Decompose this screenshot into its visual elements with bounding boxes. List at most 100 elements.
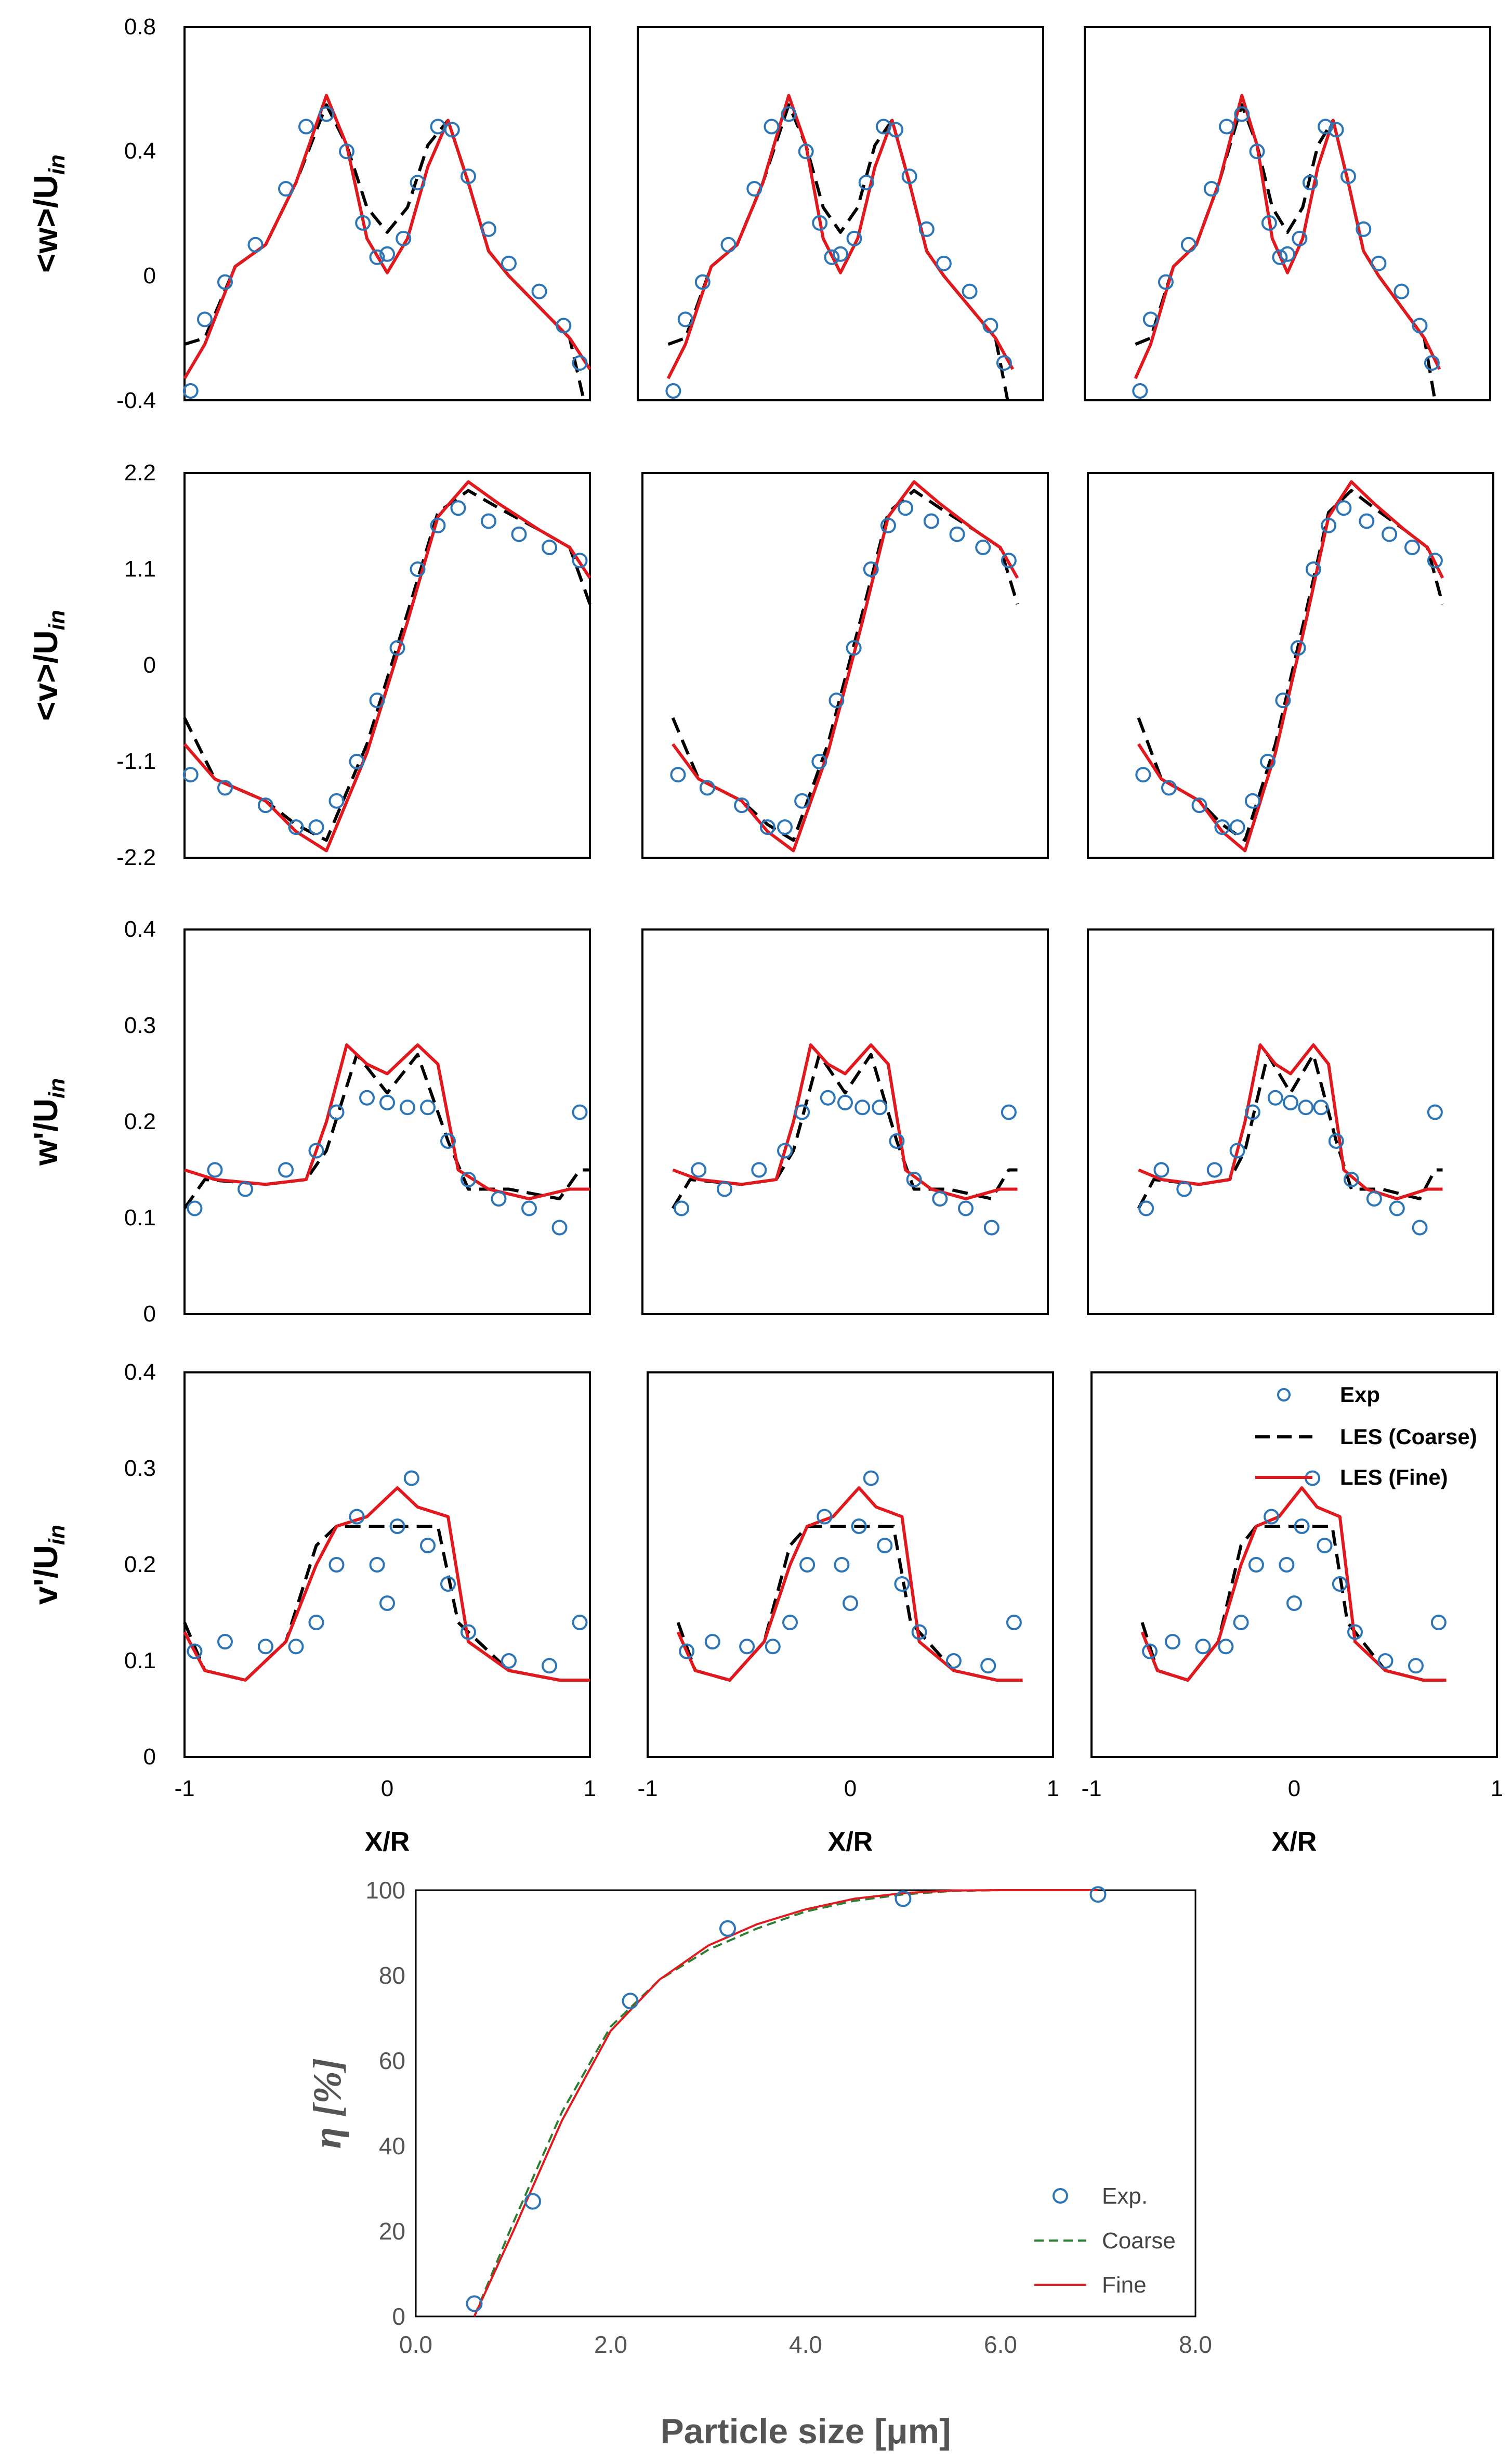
exp-point — [461, 1624, 476, 1640]
exp-point — [278, 181, 294, 197]
y-tick: 0.8 — [124, 14, 156, 40]
x-tick: 1 — [1491, 1776, 1503, 1801]
exp-point — [799, 1557, 816, 1573]
y-ticks-row1: 0.8 0.4 0 -0.4 — [116, 14, 156, 413]
exp-point — [521, 1200, 537, 1216]
exp-point — [765, 1639, 781, 1655]
exp-point — [975, 540, 991, 555]
les-coarse-line-rms_w-1 — [183, 1053, 590, 1210]
legend2-fine-label: Fine — [1102, 2272, 1147, 2298]
exp-point — [833, 246, 848, 262]
legend-coarse-label: LES (Coarse) — [1340, 1424, 1477, 1449]
exp-point — [187, 1200, 203, 1216]
exp-point — [1377, 1653, 1393, 1669]
efficiency-x-tick: 6.0 — [984, 2331, 1017, 2358]
exp-point — [949, 526, 965, 542]
exp-point — [481, 221, 496, 237]
y-tick: -0.4 — [116, 388, 156, 413]
exp-point — [349, 754, 365, 769]
exp-point — [872, 1099, 888, 1116]
y-tick: 0.2 — [124, 1109, 156, 1134]
exp-point — [461, 168, 476, 185]
exp-point — [551, 1220, 568, 1236]
exp-point — [481, 513, 496, 529]
exp-point — [396, 230, 412, 246]
exp-point — [491, 1191, 507, 1207]
exp-point — [1006, 1615, 1022, 1630]
panel-v-rms-3 — [1090, 1371, 1498, 1758]
exp-point — [846, 230, 862, 246]
exp-point — [556, 318, 572, 334]
exp-point — [1286, 1595, 1302, 1611]
exp-point — [501, 1653, 517, 1669]
efficiency-x-label: Particle size [μm] — [660, 2412, 951, 2451]
exp-point — [1317, 1538, 1333, 1553]
y-tick: 0 — [143, 1744, 156, 1770]
exp-point — [410, 561, 426, 577]
exp-point — [572, 355, 588, 371]
exp-point — [355, 215, 371, 231]
profile-curves — [182, 94, 1447, 1682]
exp-point — [288, 819, 304, 835]
exp-point — [877, 1538, 893, 1553]
exp-point — [679, 1643, 695, 1659]
exp-point — [1158, 274, 1174, 290]
exp-point — [400, 1099, 415, 1116]
exp-point — [794, 793, 810, 809]
exp-point — [1290, 640, 1306, 656]
efficiency-x-tick: 2.0 — [594, 2331, 627, 2358]
exp-point — [1218, 1639, 1234, 1655]
exp-point — [1229, 819, 1245, 835]
exp-point — [258, 1639, 273, 1655]
exp-point — [1404, 540, 1420, 555]
exp-point — [777, 819, 793, 835]
exp-point — [694, 274, 711, 290]
exp-point — [820, 1090, 836, 1106]
exp-point — [811, 754, 827, 769]
exp-point — [863, 561, 879, 577]
exp-point — [1424, 355, 1440, 371]
efficiency-coarse-line — [473, 1889, 1098, 2317]
exp-point — [1328, 122, 1344, 138]
exp-point — [187, 1643, 203, 1659]
exp-point — [1321, 517, 1337, 533]
exp-point — [308, 1615, 324, 1630]
exp-point — [704, 1634, 720, 1649]
efficiency-x-ticks: 0.0 2.0 4.0 6.0 8.0 — [399, 2331, 1212, 2358]
exp-point — [1393, 283, 1410, 299]
x-tick: -1 — [174, 1776, 194, 1801]
panel-v-rms-2 — [647, 1371, 1054, 1758]
efficiency-y-tick: 0 — [392, 2303, 405, 2330]
exp-point — [1214, 819, 1230, 835]
exp-point — [288, 1639, 304, 1655]
exp-point — [1229, 1143, 1245, 1159]
exp-point — [962, 283, 978, 299]
exp-point — [1427, 553, 1443, 569]
exp-point — [1272, 249, 1288, 265]
x-labels: X/R X/R X/R — [365, 1827, 1317, 1857]
exp-point — [217, 1634, 233, 1649]
y-tick: 0 — [143, 1301, 156, 1327]
exp-point — [677, 311, 693, 328]
exp-point — [983, 1220, 1000, 1236]
efficiency-exp-point — [524, 2193, 541, 2210]
exp-point — [247, 237, 264, 253]
exp-point — [207, 1162, 223, 1178]
exp-point — [182, 383, 199, 399]
x-tick: 0 — [381, 1776, 393, 1801]
exp-point — [258, 797, 273, 814]
exp-point — [369, 692, 385, 709]
legend2-exp-marker — [1053, 2188, 1068, 2204]
exp-point — [420, 1099, 436, 1116]
y-tick: 0.2 — [124, 1552, 156, 1577]
exp-point — [440, 1133, 456, 1149]
exp-point — [798, 143, 814, 160]
exp-point — [531, 283, 547, 299]
les-coarse-line-rms_v-1 — [183, 1525, 590, 1682]
panel-w-mean-1 — [183, 26, 591, 401]
efficiency-y-tick: 40 — [379, 2132, 405, 2159]
exp-point — [197, 311, 213, 328]
exp-point — [1359, 513, 1375, 529]
les-coarse-line-mean_v-2 — [671, 489, 1019, 842]
y-tick: 0.1 — [124, 1648, 156, 1673]
